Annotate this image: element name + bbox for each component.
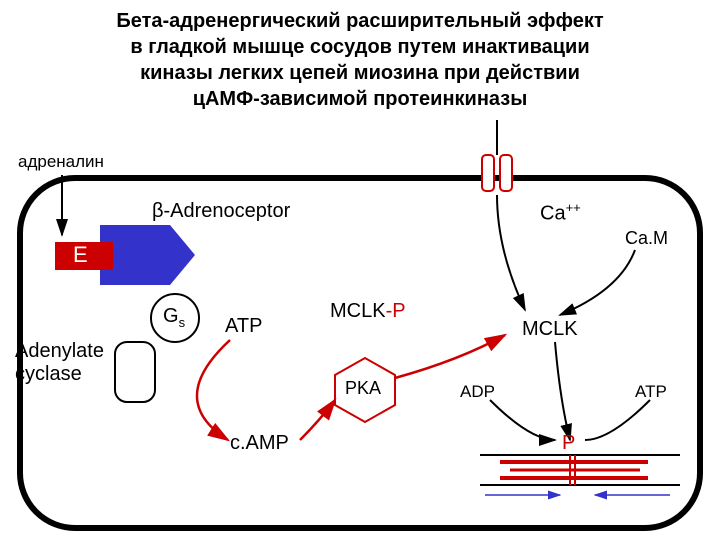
- title-line-4: цАМФ-зависимой протеинкиназы: [193, 88, 528, 110]
- cam-label: Ca.M: [625, 228, 668, 249]
- title-line-3: киназы легких цепей миозина при действии: [140, 62, 580, 84]
- adp-label: ADP: [460, 382, 495, 402]
- epinephrine-e-label: E: [73, 242, 88, 268]
- diagram-title: Бета-адренергический расширительный эффе…: [30, 8, 690, 112]
- mclk-filament-arrow: [555, 342, 570, 440]
- atp-camp-arrow: [197, 340, 230, 440]
- title-line-1: Бета-адренергический расширительный эффе…: [116, 10, 603, 32]
- cam-arrow: [560, 250, 635, 315]
- adenylate-cyclase-label: Adenylate cyclase: [15, 340, 104, 386]
- pka-mclk-arrow: [395, 335, 505, 378]
- ca-arrow-curve: [497, 195, 525, 310]
- p-label: P: [562, 432, 575, 455]
- ca-channel-left: [482, 155, 494, 191]
- ca-label: Ca++: [540, 200, 581, 226]
- adp-arrow: [490, 400, 555, 440]
- ca-channel-right: [500, 155, 512, 191]
- atp2-arrow: [585, 400, 650, 440]
- camp-label: c.AMP: [230, 432, 289, 455]
- receptor-shape: [100, 225, 195, 285]
- adrenoceptor-label: β-Adrenoceptor: [152, 200, 290, 223]
- camp-pka-arrow: [300, 400, 335, 440]
- adrenaline-label: адреналин: [18, 152, 104, 172]
- filament-group: [480, 455, 680, 495]
- pka-label: PKA: [345, 378, 381, 399]
- title-line-2: в гладкой мышце сосудов путем инактиваци…: [130, 36, 589, 58]
- atp-label: ATP: [225, 315, 262, 338]
- mclk-p-label: MCLK-P: [330, 300, 406, 323]
- gs-label: Gs: [163, 305, 185, 330]
- adenylate-cyclase-shape: [115, 342, 155, 402]
- atp2-label: ATP: [635, 382, 667, 402]
- mclk-label: MCLK: [522, 318, 578, 341]
